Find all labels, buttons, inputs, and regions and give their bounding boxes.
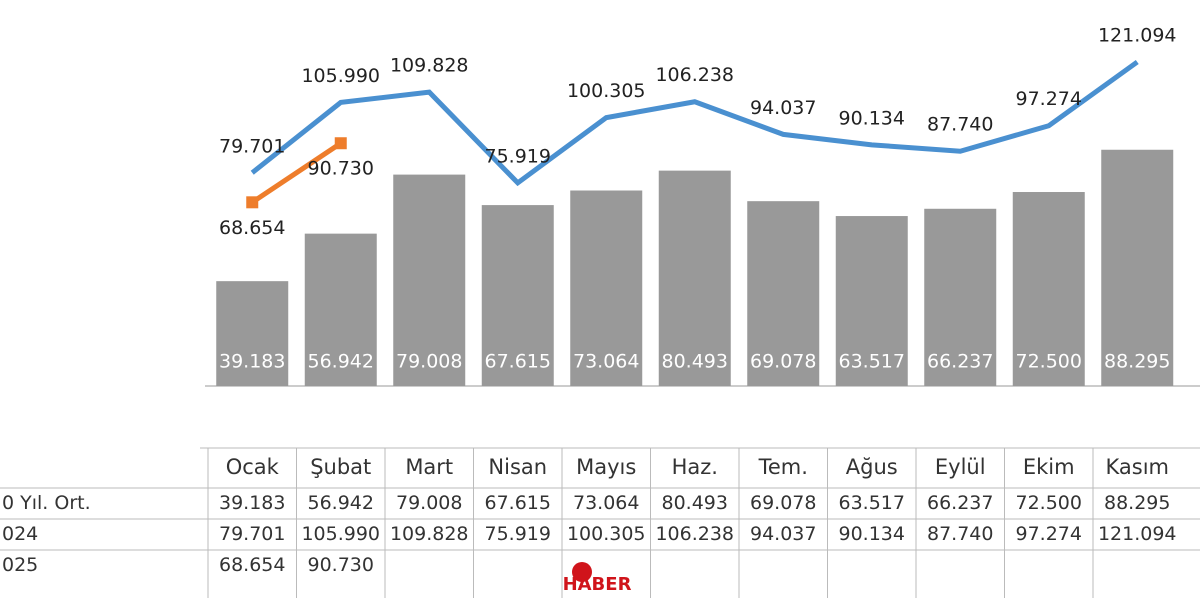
table-cell: 67.615	[485, 492, 551, 514]
bar	[835, 216, 908, 386]
table-header: Ocak	[226, 455, 280, 479]
bar	[1012, 192, 1085, 386]
table-cell: 105.990	[301, 523, 380, 545]
table-header: Eylül	[935, 455, 986, 479]
bar-label: 56.942	[308, 351, 374, 373]
point-label: 121.094	[1098, 25, 1177, 47]
bar-label: 73.064	[573, 351, 639, 373]
table-cell: 80.493	[662, 492, 728, 514]
bar	[747, 201, 820, 386]
bar-label: 63.517	[839, 351, 905, 373]
table-header: Mayıs	[576, 455, 636, 479]
point-label: 90.134	[839, 107, 905, 129]
table-cell: 88.295	[1104, 492, 1170, 514]
table-header: Haz.	[672, 455, 718, 479]
table-cell: 73.064	[573, 492, 639, 514]
point-label: 106.238	[655, 64, 734, 86]
table-header: Ağus	[846, 455, 898, 479]
table-cell: 56.942	[308, 492, 374, 514]
bar-label: 79.008	[396, 351, 462, 373]
watermark: HABER	[563, 574, 632, 595]
table-cell: 69.078	[750, 492, 816, 514]
bar-label: 39.183	[219, 351, 285, 373]
bar	[658, 170, 731, 386]
row-label: 0 Yıl. Ort.	[2, 492, 91, 514]
table-header: Nisan	[488, 455, 547, 479]
row-label: 024	[2, 523, 38, 545]
table-cell: 72.500	[1016, 492, 1082, 514]
line	[250, 59, 1139, 187]
table-cell: 109.828	[390, 523, 469, 545]
table-cell: 66.237	[927, 492, 993, 514]
bar	[304, 233, 377, 386]
logo	[572, 562, 592, 582]
bar	[1101, 149, 1174, 386]
table-cell: 94.037	[750, 523, 816, 545]
line	[250, 141, 343, 205]
bar-label: 66.237	[927, 351, 993, 373]
table-header: Ekim	[1023, 455, 1075, 479]
table-cell: 100.305	[567, 523, 646, 545]
point-label: 87.740	[927, 114, 993, 136]
table-cell: 90.730	[308, 554, 374, 576]
table-cell: 68.654	[219, 554, 285, 576]
row-label: 025	[2, 554, 38, 576]
table-cell: 121.094	[1098, 523, 1177, 545]
point-label: 97.274	[1016, 88, 1082, 110]
point-label: 68.654	[219, 217, 285, 239]
table-cell: 39.183	[219, 492, 285, 514]
bar	[393, 174, 466, 386]
point-label: 79.701	[219, 135, 285, 157]
point-label: 105.990	[301, 65, 380, 87]
point-label: 109.828	[390, 55, 469, 77]
bar	[924, 208, 997, 386]
table-cell: 75.919	[485, 523, 551, 545]
table-cell: 106.238	[655, 523, 734, 545]
point-label: 90.730	[308, 158, 374, 180]
bar-label: 80.493	[662, 351, 728, 373]
marker	[246, 196, 259, 209]
table-cell: 87.740	[927, 523, 993, 545]
table-header: Şubat	[310, 455, 371, 479]
bar	[570, 190, 643, 386]
table-cell: 97.274	[1016, 523, 1082, 545]
bar	[481, 205, 554, 386]
point-label: 75.919	[485, 145, 551, 167]
bar	[216, 281, 289, 386]
point-label: 100.305	[567, 80, 646, 102]
table-cell: 79.008	[396, 492, 462, 514]
marker	[334, 137, 347, 150]
point-label: 94.037	[750, 97, 816, 119]
table-cell: 63.517	[839, 492, 905, 514]
table-header: Kasım	[1105, 455, 1169, 479]
bar-label: 88.295	[1104, 351, 1170, 373]
table-cell: 79.701	[219, 523, 285, 545]
table-header: Tem.	[758, 455, 808, 479]
bar-label: 72.500	[1016, 351, 1082, 373]
bar-label: 67.615	[485, 351, 551, 373]
bar-label: 69.078	[750, 351, 816, 373]
table-cell: 90.134	[839, 523, 905, 545]
table-header: Mart	[405, 455, 453, 479]
